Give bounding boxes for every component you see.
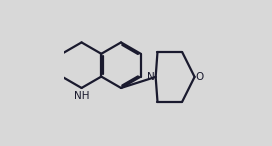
Text: NH: NH xyxy=(74,91,89,101)
Text: N: N xyxy=(147,72,154,82)
Text: O: O xyxy=(196,72,204,82)
